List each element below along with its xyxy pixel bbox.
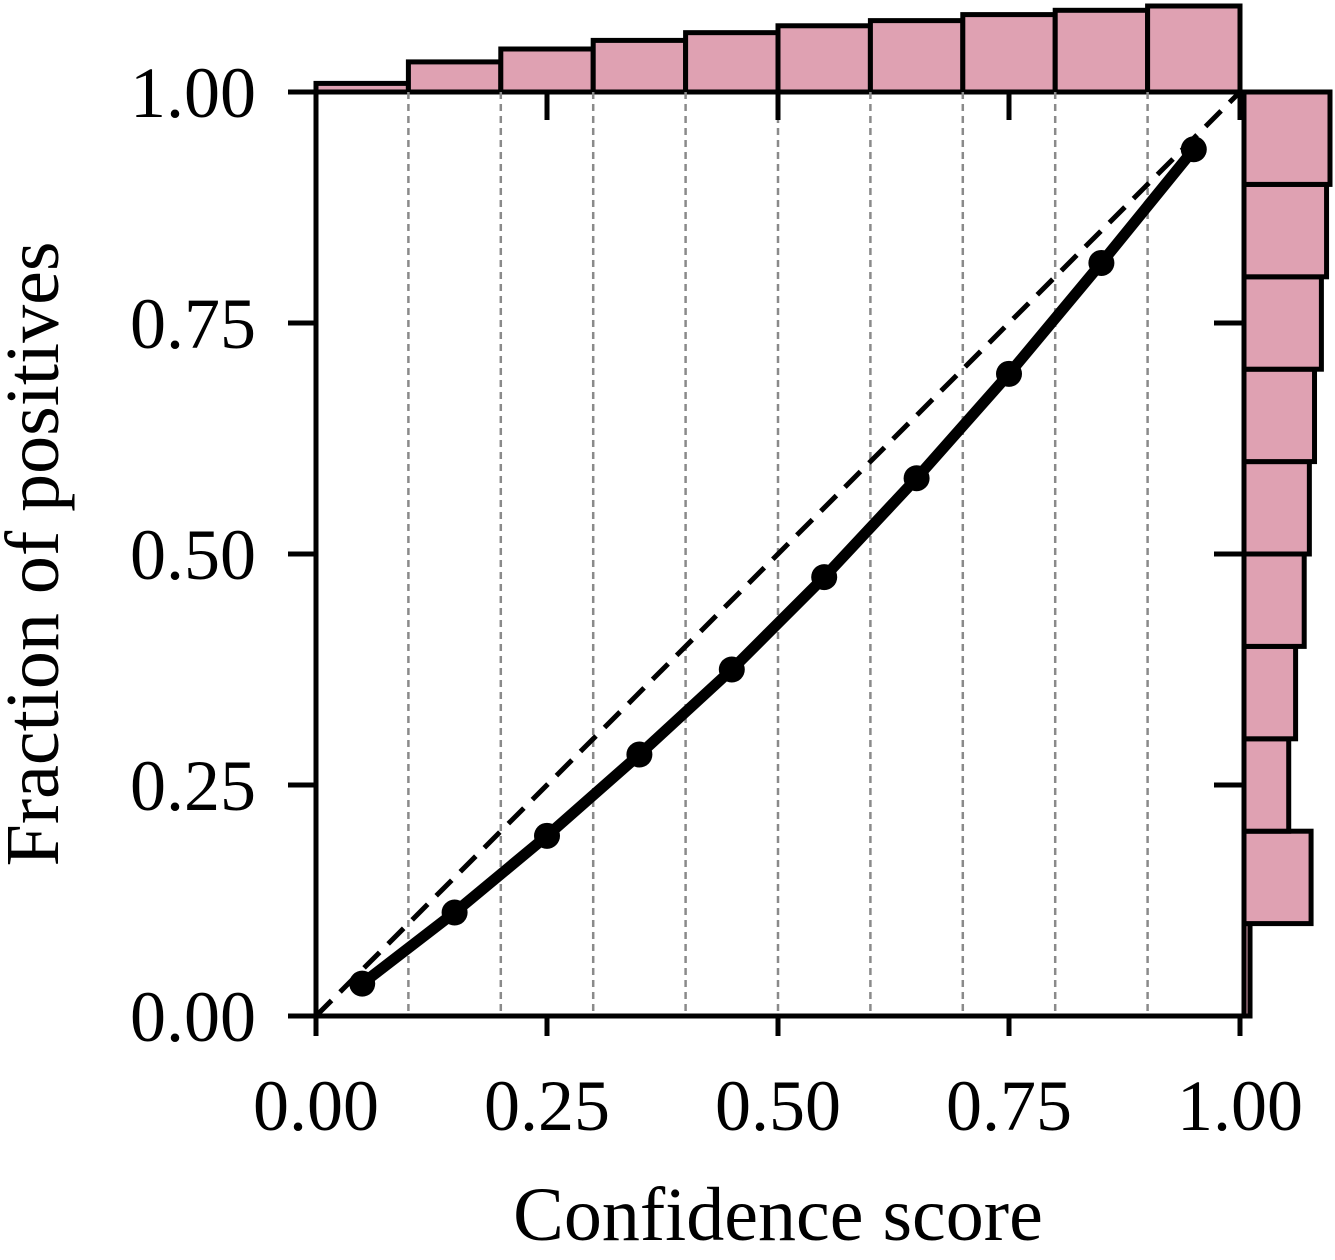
right-histogram-bar-2 (1241, 736, 1292, 834)
top-histogram-bar-0 (313, 80, 411, 95)
top-histogram-bar-4 (683, 30, 781, 95)
top-histogram-bar-7 (960, 12, 1058, 95)
top-histogram-bar-3 (590, 37, 689, 95)
y-tick-label-3: 0.75 (130, 284, 256, 364)
x-tick-label-1: 0.25 (484, 1066, 610, 1146)
x-tick-label-0: 0.00 (253, 1066, 379, 1146)
y-tick-label-4: 1.00 (130, 53, 256, 133)
y-axis-label: Fraction of positives (0, 242, 75, 867)
y-tick-label-0: 0.00 (130, 977, 256, 1057)
top-histogram-bar-2 (498, 46, 596, 95)
data-point-1 (441, 899, 468, 926)
data-point-2 (534, 822, 560, 849)
data-point-4 (718, 656, 745, 683)
right-histogram-bar-0 (1241, 921, 1253, 1019)
data-point-3 (626, 741, 653, 768)
right-histogram-bar-9 (1241, 89, 1333, 187)
x-tick-label-4: 1.00 (1177, 1066, 1303, 1146)
y-axis-ticks: 0.00 0.25 0.50 0.75 1.00 (130, 53, 1242, 1057)
x-axis-ticks: 0.00 0.25 0.50 0.75 1.00 (253, 92, 1303, 1146)
top-histogram-bar-6 (867, 18, 966, 95)
data-point-8 (1088, 249, 1115, 276)
data-point-9 (1180, 136, 1207, 163)
x-tick-label-3: 0.75 (946, 1066, 1072, 1146)
data-point-7 (996, 360, 1022, 387)
perfect-calibration-line (314, 90, 1242, 1018)
right-histogram-bar-5 (1241, 459, 1312, 557)
right-histogram-bar-6 (1241, 366, 1318, 465)
data-point-6 (903, 465, 930, 492)
data-point-5 (811, 564, 838, 591)
right-histogram (1241, 89, 1333, 1019)
x-axis-label: Confidence score (513, 1173, 1043, 1257)
right-histogram-bar-1 (1241, 828, 1314, 927)
calibration-points (349, 136, 1207, 997)
calibration-curve (358, 145, 1199, 989)
top-histogram-bar-5 (775, 23, 873, 95)
top-histogram-bar-9 (1145, 3, 1243, 95)
right-histogram-bar-8 (1241, 181, 1330, 280)
right-histogram-bar-3 (1241, 643, 1299, 742)
top-histogram-bar-8 (1052, 7, 1151, 95)
y-tick-label-1: 0.25 (130, 746, 256, 826)
right-histogram-bar-4 (1241, 551, 1307, 649)
x-tick-label-2: 0.50 (715, 1066, 841, 1146)
top-histogram (313, 3, 1243, 95)
y-tick-label-2: 0.50 (130, 515, 256, 595)
bin-gridlines (407, 92, 1149, 1016)
right-histogram-bar-7 (1241, 274, 1324, 372)
top-histogram-bar-1 (405, 59, 504, 95)
data-point-0 (349, 970, 376, 997)
